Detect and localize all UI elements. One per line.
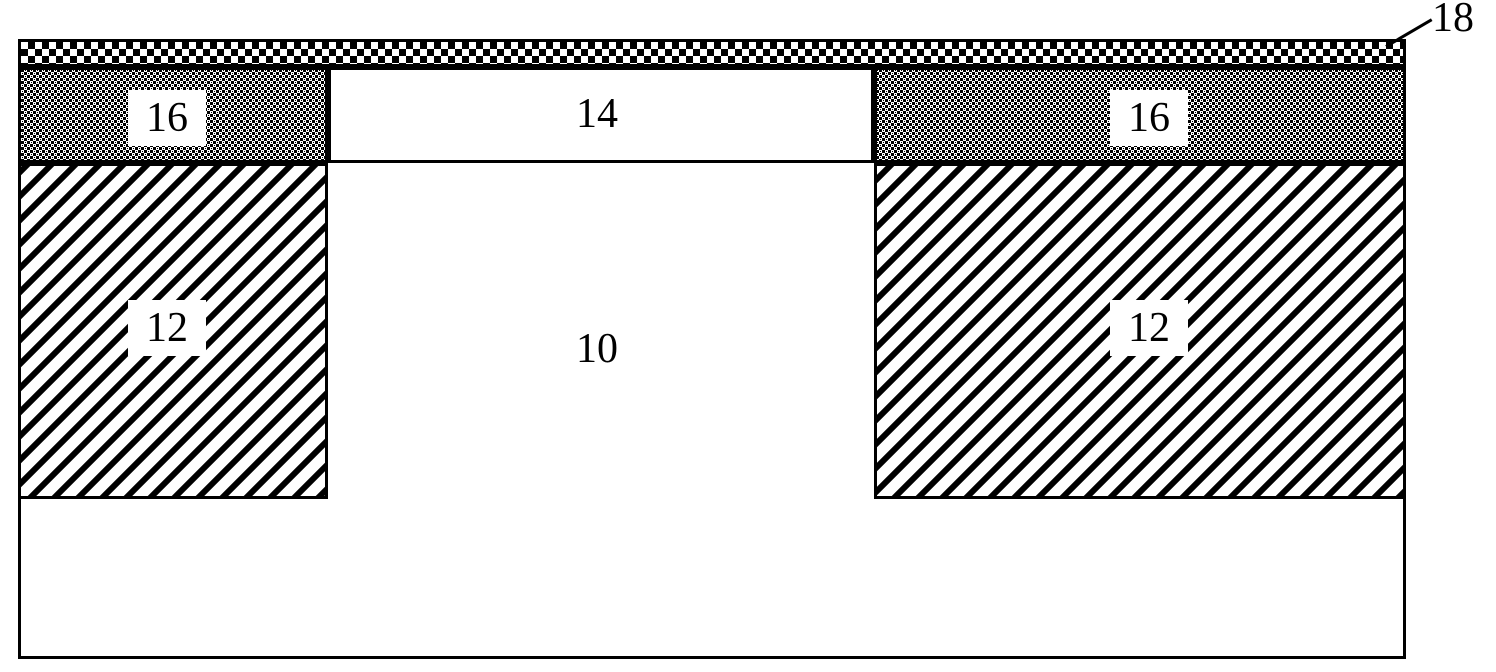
label-18-6: 18 bbox=[1432, 0, 1474, 42]
label-12-3: 12 bbox=[128, 300, 206, 356]
label-10-4: 10 bbox=[576, 325, 618, 373]
label-12-5: 12 bbox=[1110, 300, 1188, 356]
label-16-2: 16 bbox=[1110, 90, 1188, 146]
region-border-cap_layer bbox=[18, 39, 1406, 67]
cross-section-diagram: 16 14 16 12 10 12 18 bbox=[0, 0, 1496, 672]
label-16-0: 16 bbox=[128, 90, 206, 146]
label-14-1: 14 bbox=[576, 90, 618, 138]
